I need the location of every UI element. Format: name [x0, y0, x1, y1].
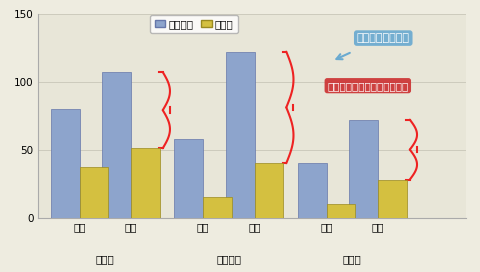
Bar [174, 139, 203, 218]
Bar [51, 109, 80, 218]
Text: 多くの患者があきらめている: 多くの患者があきらめている [327, 81, 408, 91]
Text: 肩こり症: 肩こり症 [216, 254, 241, 264]
Bar [102, 72, 131, 218]
Legend: 有訴者率, 通院率: 有訴者率, 通院率 [150, 15, 238, 33]
Bar [349, 120, 378, 218]
Bar [131, 148, 160, 218]
Bar [378, 180, 407, 218]
Text: 関節症: 関節症 [343, 254, 362, 264]
Bar [326, 204, 356, 218]
Text: 腰痛症: 腰痛症 [96, 254, 115, 264]
Text: 未受診が半数以上: 未受診が半数以上 [357, 33, 410, 43]
Bar [203, 197, 232, 218]
Bar [226, 52, 254, 218]
Bar [80, 167, 108, 218]
Bar [254, 163, 283, 218]
Bar [298, 163, 326, 218]
